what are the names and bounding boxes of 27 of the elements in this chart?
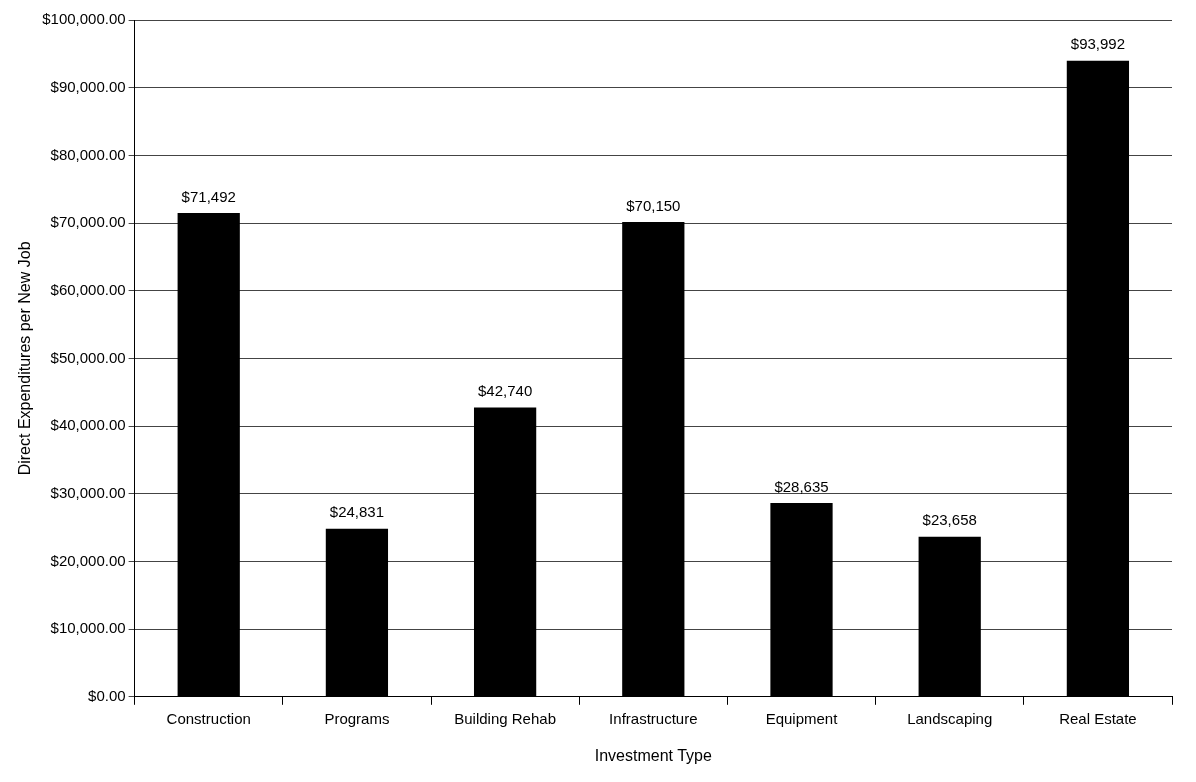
data-label: $93,992: [1070, 35, 1126, 53]
y-tick-label: $60,000.00: [50, 280, 126, 298]
x-axis-title: Investment Type: [594, 746, 712, 764]
y-tick-label: $90,000.00: [50, 77, 126, 95]
y-tick-label: $20,000.00: [50, 551, 126, 569]
y-tick-label: $70,000.00: [50, 213, 126, 231]
y-tick-label: $40,000.00: [50, 416, 126, 434]
x-tick-label: Infrastructure: [609, 709, 698, 727]
y-tick-label: $10,000.00: [50, 619, 126, 637]
y-axis-title: Direct Expenditures per New Job: [16, 241, 34, 476]
y-tick-label: $80,000.00: [50, 145, 126, 163]
x-tick-label: Equipment: [765, 709, 839, 727]
data-label: $24,831: [329, 503, 385, 521]
data-label: $28,635: [774, 477, 829, 495]
data-label: $23,658: [922, 511, 977, 529]
y-tick-label: $100,000.00: [42, 10, 126, 28]
x-tick-label: Real Estate: [1059, 709, 1137, 727]
x-tick-label: Landscaping: [907, 709, 993, 727]
x-tick-label: Programs: [324, 709, 390, 727]
y-tick-label: $50,000.00: [50, 348, 126, 366]
data-label: $42,740: [477, 382, 533, 400]
data-label: $71,492: [181, 187, 236, 205]
x-tick-label: Building Rehab: [454, 709, 556, 727]
y-tick-label: $0.00: [88, 686, 126, 704]
y-tick-label: $30,000.00: [50, 483, 126, 501]
data-label: $70,150: [626, 196, 681, 214]
x-tick-label: Construction: [166, 709, 251, 727]
